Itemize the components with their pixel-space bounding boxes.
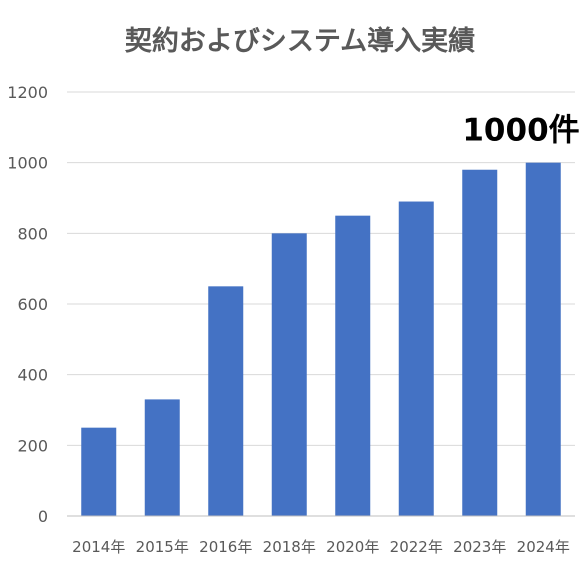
- bar: [81, 427, 117, 516]
- x-tick-label: 2016年: [199, 538, 252, 556]
- y-tick-label: 400: [17, 366, 48, 385]
- y-tick-label: 1000: [7, 154, 48, 173]
- y-tick-label: 600: [17, 295, 48, 314]
- chart-title: 契約およびシステム導入実績: [125, 25, 475, 57]
- x-tick-label: 2020年: [326, 538, 379, 556]
- y-tick-label: 200: [17, 436, 48, 455]
- bar: [271, 233, 307, 517]
- x-tick-label: 2014年: [72, 538, 125, 556]
- x-tick-label: 2022年: [390, 538, 443, 556]
- bar: [335, 215, 371, 516]
- annotation-label: 1000件: [462, 113, 579, 149]
- bar: [462, 169, 498, 516]
- y-tick-label: 1200: [7, 83, 48, 102]
- x-tick-label: 2024年: [517, 538, 570, 556]
- y-tick-label: 0: [38, 507, 48, 526]
- bar: [398, 201, 434, 517]
- x-tick-label: 2015年: [136, 538, 189, 556]
- x-tick-label: 2018年: [263, 538, 316, 556]
- x-axis-tick-labels: 2014年 2015年 2016年 2018年 2020年 2022年 2023年 2024年: [72, 538, 570, 556]
- bar: [208, 286, 244, 516]
- y-axis-tick-labels: 0 200 400 600 800 1000 1200: [7, 83, 48, 526]
- bar: [144, 399, 180, 516]
- y-tick-label: 800: [17, 224, 48, 243]
- bar: [525, 162, 561, 516]
- bars: [81, 162, 561, 517]
- x-tick-label: 2023年: [453, 538, 506, 556]
